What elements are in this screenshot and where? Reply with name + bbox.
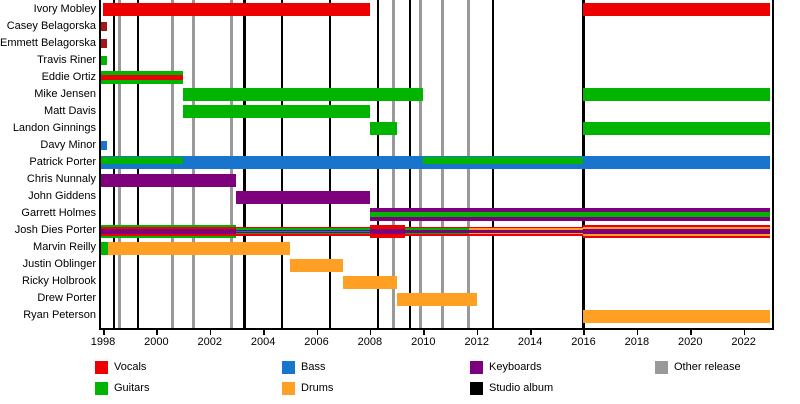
- tenure-bar-vocals: [583, 3, 771, 16]
- x-axis-tick-label: 2014: [517, 336, 543, 348]
- member-name: Landon Ginnings: [12, 121, 96, 134]
- x-axis-tick-label: 2004: [250, 336, 276, 348]
- tenure-bar-keyboards: [404, 229, 469, 233]
- tenure-bar-vocals_dark: [101, 39, 107, 49]
- tenure-bar-vocals: [103, 3, 370, 16]
- member-name: Emmett Belagorska: [0, 36, 96, 49]
- x-axis-tick-label: 2002: [197, 336, 223, 348]
- legend-label-bass: Bass: [301, 361, 326, 373]
- legend-swatch-vocals: [95, 361, 108, 374]
- tenure-bar-bass: [101, 141, 107, 151]
- x-axis-tick: [423, 330, 425, 335]
- x-axis-tick-label: 1998: [90, 336, 116, 348]
- legend-swatch-guitars: [95, 382, 108, 395]
- tenure-bar-guitars: [583, 122, 771, 136]
- tenure-bar-guitars: [101, 241, 109, 255]
- legend-swatch-other_release: [655, 361, 668, 374]
- legend-swatch-bass: [282, 361, 295, 374]
- plot-left-border: [99, 0, 101, 330]
- tenure-bar-drums: [583, 309, 771, 323]
- tenure-bar-drums: [396, 292, 477, 306]
- member-name: Eddie Ortiz: [41, 70, 96, 83]
- x-axis-tick: [530, 330, 532, 335]
- tenure-bar-vocals: [101, 75, 184, 81]
- tenure-bar-guitars: [101, 157, 184, 165]
- x-axis-tick-label: 2012: [464, 336, 489, 348]
- member-name: Ryan Peterson: [23, 309, 96, 322]
- member-name: Marvin Reilly: [33, 241, 96, 254]
- tenure-bar-guitars: [369, 122, 397, 136]
- x-axis-tick: [263, 330, 265, 335]
- x-axis-tick-label: 2000: [144, 336, 169, 348]
- tenure-bar-keyboards: [236, 190, 370, 204]
- member-name: Travis Riner: [37, 53, 96, 66]
- x-axis-tick-label: 2010: [411, 336, 436, 348]
- member-name: Patrick Porter: [29, 155, 96, 168]
- member-name: Garrett Holmes: [21, 207, 96, 220]
- x-axis-tick: [636, 330, 639, 335]
- tenure-bar-keyboards: [468, 229, 584, 233]
- x-axis-tick-label: 2022: [731, 336, 756, 348]
- tenure-bar-guitars: [583, 88, 771, 102]
- tenure-bar-keyboards: [583, 228, 771, 234]
- tenure-bar-bass: [236, 230, 370, 232]
- legend-label-studio_album: Studio album: [489, 382, 554, 394]
- legend-label-other_release: Other release: [674, 361, 741, 373]
- x-axis-tick-label: 2008: [357, 336, 383, 348]
- x-axis-tick: [743, 330, 746, 335]
- x-axis-tick: [156, 330, 158, 335]
- member-name: Drew Porter: [37, 292, 96, 305]
- x-axis-tick: [103, 330, 105, 335]
- tenure-bar-guitars: [183, 105, 370, 119]
- legend-swatch-studio_album: [470, 382, 483, 395]
- tenure-bar-guitars: [101, 56, 107, 66]
- legend-label-vocals: Vocals: [114, 361, 147, 373]
- legend-label-guitars: Guitars: [114, 382, 150, 394]
- x-axis-tick-label: 2018: [624, 336, 650, 348]
- member-name: Matt Davis: [44, 104, 96, 117]
- legend-swatch-drums: [282, 382, 295, 395]
- member-name: Ricky Holbrook: [22, 275, 96, 288]
- x-axis-tick: [369, 330, 372, 335]
- tenure-bar-drums: [108, 241, 290, 255]
- x-axis-tick: [209, 330, 212, 335]
- member-name: Ivory Mobley: [33, 2, 96, 15]
- x-axis-tick-label: 2020: [678, 336, 703, 348]
- tenure-bar-drums: [343, 275, 397, 289]
- x-axis-tick: [316, 330, 319, 335]
- plot-right-border: [772, 0, 774, 330]
- member-name: Davy Minor: [40, 138, 96, 151]
- x-axis-tick: [476, 330, 479, 335]
- member-name: Justin Oblinger: [22, 258, 96, 271]
- tenure-bar-keyboards: [101, 228, 237, 234]
- legend-swatch-keyboards: [470, 361, 483, 374]
- tenure-bar-keyboards: [369, 228, 405, 234]
- legend-label-keyboards: Keyboards: [489, 361, 542, 373]
- tenure-bar-vocals_dark: [101, 22, 107, 32]
- member-name: Mike Jensen: [34, 87, 96, 100]
- member-name: Josh Dies Porter: [14, 224, 96, 237]
- x-axis-tick-label: 2006: [304, 336, 329, 348]
- tenure-bar-guitars: [183, 88, 424, 102]
- legend-label-drums: Drums: [301, 382, 334, 394]
- x-axis-tick: [583, 330, 585, 335]
- x-axis-tick-label: 2016: [571, 336, 596, 348]
- x-axis-tick: [690, 330, 692, 335]
- member-name: John Giddens: [28, 190, 96, 203]
- tenure-bar-drums: [289, 258, 344, 272]
- member-name: Chris Nunnaly: [26, 173, 96, 185]
- tenure-bar-keyboards: [101, 173, 237, 187]
- tenure-bar-guitars: [423, 157, 584, 165]
- x-axis-line: [99, 328, 774, 330]
- member-name: Casey Belagorska: [6, 19, 96, 32]
- tenure-bar-guitars: [369, 211, 771, 217]
